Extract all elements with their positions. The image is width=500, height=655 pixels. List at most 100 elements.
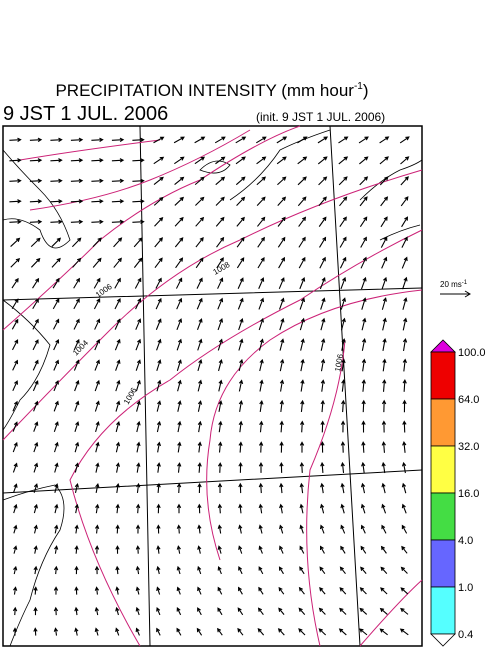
wind-arrow <box>13 483 18 493</box>
init-time: (init. 9 JST 1 JUL. 2006) <box>256 110 385 124</box>
wind-arrow <box>74 379 80 392</box>
wind-arrow <box>361 358 367 372</box>
wind-arrow <box>32 380 39 392</box>
wind-arrow <box>92 237 102 248</box>
wind-arrow <box>360 524 366 534</box>
wind-arrow <box>402 337 408 352</box>
wind-arrow <box>13 503 18 514</box>
wind-arrow <box>115 400 121 412</box>
reference-label-text: 20 ms <box>440 280 462 289</box>
wind-arrow <box>299 482 304 494</box>
wind-arrow <box>135 359 141 371</box>
wind-arrow <box>115 441 121 453</box>
wind-arrow <box>95 462 100 473</box>
wind-arrow <box>340 420 346 433</box>
wind-arrow <box>380 587 388 595</box>
wind-arrow <box>132 199 145 204</box>
lon-line <box>139 125 361 647</box>
wind-arrow <box>133 237 143 248</box>
wind-arrow <box>32 277 40 289</box>
wind-arrow <box>33 462 39 473</box>
wind-arrow <box>197 379 203 392</box>
wind-arrow <box>238 420 243 433</box>
wind-arrow <box>237 607 244 616</box>
coastline <box>2 484 65 647</box>
wind-arrow <box>32 298 39 310</box>
wind-arrow <box>114 338 121 351</box>
wind-arrow <box>320 399 325 413</box>
wind-arrow <box>70 178 84 184</box>
reference-label: 20 ms-1 <box>440 280 468 289</box>
wind-arrow <box>238 379 244 392</box>
wind-arrow <box>135 318 142 330</box>
wind-arrow <box>197 565 202 575</box>
colorbar-label: 4.0 <box>458 535 473 547</box>
wind-arrow <box>320 338 326 351</box>
wind-arrow <box>339 236 347 248</box>
wind-arrow <box>277 176 287 186</box>
wind-arrow <box>94 565 100 575</box>
wind-arrow <box>379 628 388 636</box>
wind-arrow <box>238 317 244 331</box>
colorbar-segment <box>430 586 456 635</box>
wind-arrow <box>215 156 226 165</box>
wind-arrow <box>299 566 305 575</box>
wind-arrow <box>339 196 348 207</box>
wind-arrow <box>217 297 224 310</box>
wind-arrow <box>218 400 223 412</box>
wind-arrow <box>279 297 285 310</box>
colorbar-label: 16.0 <box>458 488 479 500</box>
wind-arrow <box>197 545 202 554</box>
title-text: PRECIPITATION INTENSITY (mm hour <box>55 81 354 100</box>
wind-arrow <box>94 627 99 636</box>
wind-arrow <box>196 318 203 331</box>
wind-arrow <box>299 277 306 290</box>
wind-arrow <box>361 379 366 392</box>
wind-arrow <box>382 358 387 372</box>
wind-arrow <box>380 236 388 248</box>
wind-arrow <box>238 358 244 372</box>
wind-arrow <box>175 257 184 269</box>
wind-arrow <box>340 503 345 514</box>
wind-arrow <box>381 256 388 269</box>
wind-arrow <box>298 216 307 227</box>
wind-arrow <box>238 586 243 595</box>
wind-arrow <box>217 462 223 473</box>
wind-arrow <box>74 462 80 473</box>
wind-arrow <box>177 400 182 412</box>
wind-arrow <box>361 317 367 331</box>
wind-arrow <box>320 461 325 473</box>
wind-arrow <box>176 338 182 351</box>
wind-arrow <box>278 256 285 269</box>
wind-arrow <box>402 379 407 392</box>
wind-arrow <box>361 441 366 453</box>
wind-arrow <box>257 607 264 616</box>
wind-arrow <box>195 196 205 206</box>
wind-arrow <box>382 337 387 351</box>
wind-arrow <box>74 441 80 453</box>
wind-arrow <box>156 606 161 616</box>
wind-arrow <box>195 237 204 248</box>
wind-arrow <box>10 257 21 268</box>
wind-arrow <box>299 317 305 331</box>
wind-arrow <box>259 399 264 412</box>
wind-arrow <box>359 216 368 228</box>
wind-arrow <box>176 359 182 371</box>
wind-arrow <box>379 136 390 144</box>
wind-arrow <box>320 297 326 310</box>
wind-arrow <box>177 441 182 453</box>
wind-arrow <box>215 216 225 227</box>
wind-arrow <box>319 276 326 290</box>
wind-arrow <box>279 441 284 453</box>
wind-arrow <box>299 545 305 554</box>
wind-arrow <box>340 461 345 474</box>
wind-arrow <box>52 298 60 310</box>
wind-arrow <box>381 297 387 310</box>
wind-arrow <box>9 178 22 184</box>
wind-arrow <box>381 482 386 494</box>
wind-arrow <box>360 276 367 290</box>
title-end: ) <box>363 81 369 100</box>
wind-arrow <box>54 483 59 493</box>
wind-arrow <box>114 297 121 310</box>
wind-arrow <box>95 482 100 493</box>
